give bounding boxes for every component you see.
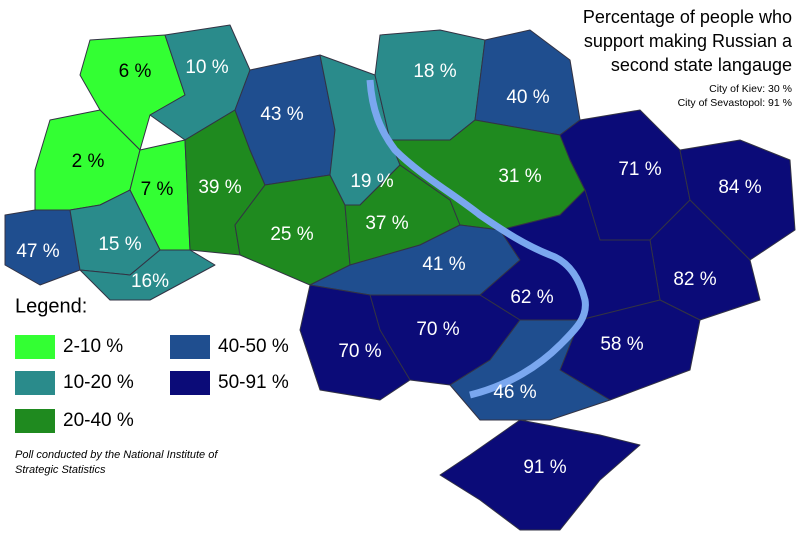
region-label: 58 % (600, 334, 643, 355)
region-label: 7 % (141, 179, 174, 200)
region-label: 16% (131, 271, 169, 292)
regions (4, 24, 796, 531)
legend: 2-10 % 10-20 % 20-40 % 40-50 % 50-91 % (15, 335, 289, 433)
legend-swatch (15, 371, 55, 395)
region-label: 15 % (98, 234, 141, 255)
region-label: 25 % (270, 224, 313, 245)
river (366, 79, 589, 399)
region-label: 37 % (365, 213, 408, 234)
labels: 6 % 2 % 7 % 10 % 47 % 15 % 16% 39 % 43 % 25 % 19 %… (16, 57, 761, 478)
title-line: second state langauge (611, 55, 792, 75)
region-label: 2 % (72, 151, 105, 172)
region-label: 40 % (506, 87, 549, 108)
legend-swatch (170, 335, 210, 359)
region-label: 18 % (413, 61, 456, 82)
region-label: 84 % (718, 177, 761, 198)
legend-swatch (15, 409, 55, 433)
source-line: Strategic Statistics (15, 464, 106, 476)
title-line: Percentage of people who (583, 7, 792, 27)
source-line: Poll conducted by the National Institute… (15, 449, 218, 461)
legend-label: 10-20 % (63, 372, 134, 393)
region-label: 70 % (416, 319, 459, 340)
region-label: 39 % (198, 177, 241, 198)
region (79, 249, 216, 301)
region-label: 70 % (338, 341, 381, 362)
region (374, 29, 486, 141)
note: City of Kiev: 30 % (709, 83, 792, 95)
region-label: 10 % (185, 57, 228, 78)
region-label: 6 % (119, 61, 152, 82)
legend-label: 50-91 % (218, 372, 289, 393)
legend-label: 20-40 % (63, 410, 134, 431)
region-label: 91 % (523, 457, 566, 478)
region (474, 29, 581, 136)
title: Percentage of people who support making R… (583, 7, 793, 109)
region (299, 284, 411, 401)
legend-label: 2-10 % (63, 336, 123, 357)
region-label: 19 % (350, 171, 393, 192)
region-label: 71 % (618, 159, 661, 180)
region-label: 82 % (673, 269, 716, 290)
legend-title: Legend: (15, 295, 87, 317)
legend-swatch (15, 335, 55, 359)
region-label: 62 % (510, 287, 553, 308)
region-label: 41 % (422, 254, 465, 275)
title-line: support making Russian a (584, 31, 793, 51)
region-label: 46 % (493, 382, 536, 403)
note: City of Sevastopol: 91 % (678, 97, 792, 109)
region (439, 419, 641, 531)
region-label: 31 % (498, 166, 541, 187)
source: Poll conducted by the National Institute… (15, 449, 218, 476)
region-label: 43 % (260, 104, 303, 125)
legend-swatch (170, 371, 210, 395)
region-label: 47 % (16, 241, 59, 262)
legend-label: 40-50 % (218, 336, 289, 357)
